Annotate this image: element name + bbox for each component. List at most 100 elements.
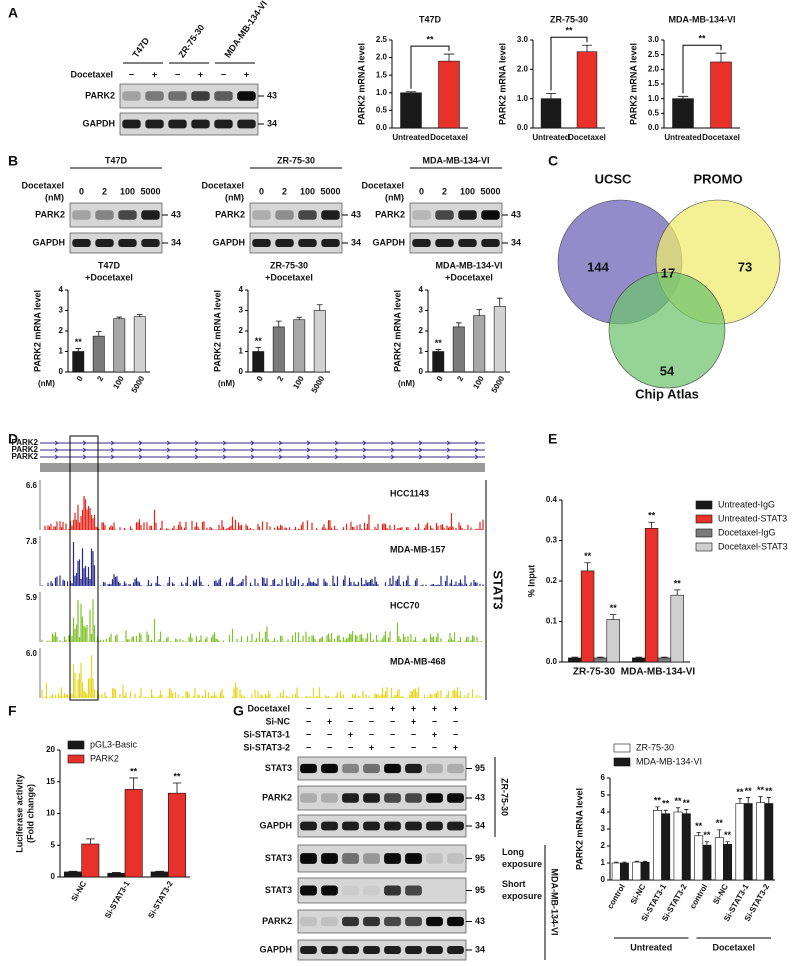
y-tick-label: 3.0 xyxy=(648,35,660,44)
row-label: GAPDH xyxy=(82,118,115,128)
gene-arrow xyxy=(110,447,115,453)
y-tick-label: 4 xyxy=(59,285,64,294)
blot-band xyxy=(412,239,431,247)
gene-arrow xyxy=(278,454,283,460)
error-bar xyxy=(435,349,442,352)
gene-label: PARK2 xyxy=(11,445,38,454)
sign: + xyxy=(453,703,458,713)
y-tick-label: 2 xyxy=(601,841,606,850)
size-label: 43 xyxy=(511,209,521,219)
blot-band xyxy=(363,946,380,954)
error-bar xyxy=(614,861,619,863)
dose: 0 xyxy=(259,186,264,196)
bar xyxy=(438,60,460,129)
treatment-label: (nM) xyxy=(225,192,244,202)
bar xyxy=(272,326,285,373)
error-bar xyxy=(496,297,503,307)
blot-band xyxy=(405,793,422,803)
venn-set-label: UCSC xyxy=(595,171,632,186)
blot-band xyxy=(384,821,401,831)
sign: − xyxy=(327,742,332,752)
sign: − xyxy=(306,742,311,752)
error-bar xyxy=(275,320,282,327)
row-label: STAT3 xyxy=(265,763,292,773)
bar xyxy=(670,594,684,663)
y-tick-label: 1.0 xyxy=(648,94,660,103)
treatment-label: Si-STAT3-2 xyxy=(243,742,290,752)
bar xyxy=(593,657,608,663)
error-bar xyxy=(296,316,303,320)
significance: ** xyxy=(675,796,683,806)
panel-label: C xyxy=(548,153,558,169)
gene-arrow xyxy=(222,454,227,460)
y-tick-label: 3 xyxy=(601,824,606,833)
sign: + xyxy=(369,742,374,752)
blot-band xyxy=(298,210,317,220)
sign: + xyxy=(453,742,458,752)
x-tick-label: 100 xyxy=(111,374,126,391)
error-bar xyxy=(584,562,591,571)
panel-label: B xyxy=(8,153,18,169)
dose: 100 xyxy=(460,186,475,196)
gene-arrow xyxy=(54,440,59,446)
blot-band xyxy=(168,119,187,129)
error-bar xyxy=(86,838,95,844)
y-tick-label: 1.5 xyxy=(376,70,388,79)
error-bar xyxy=(476,309,483,316)
x-tick-label: 5000 xyxy=(130,374,147,394)
legend-swatch xyxy=(695,542,713,552)
dose: 2 xyxy=(442,186,447,196)
panel-label: E xyxy=(548,431,557,447)
row-label: GAPDH xyxy=(259,820,292,830)
error-bar xyxy=(684,809,689,814)
x-tick-label: control xyxy=(606,883,627,911)
size-label: 34 xyxy=(475,820,485,830)
bar xyxy=(620,862,629,881)
treatment-label: Docetaxel xyxy=(21,180,64,190)
error-bar xyxy=(661,656,668,658)
y-axis-label: PARK2 mRNA level xyxy=(574,788,584,870)
blot-band xyxy=(95,210,114,220)
size-label: 43 xyxy=(351,209,361,219)
x-tick-label: Si-NC xyxy=(70,879,89,903)
x-tick-label: 2 xyxy=(275,374,285,383)
size-label: 43 xyxy=(475,916,485,926)
cell-line: ZR-75-30 xyxy=(176,23,206,60)
row-note: Long xyxy=(502,847,524,857)
error-bar xyxy=(68,870,78,872)
blot-band xyxy=(481,239,500,247)
bar xyxy=(714,837,724,881)
blot-band xyxy=(237,119,256,129)
gene-arrow xyxy=(390,440,395,446)
significance: ** xyxy=(255,336,263,346)
gene-arrow xyxy=(194,440,199,446)
y-tick-label: 0 xyxy=(239,367,244,376)
error-bar xyxy=(635,656,642,658)
significance: ** xyxy=(674,578,682,588)
error-bar xyxy=(455,322,462,327)
gene-arrow xyxy=(278,440,283,446)
treatment-label: (nM) xyxy=(385,192,404,202)
significance: ** xyxy=(173,771,181,781)
bar xyxy=(673,811,683,881)
dose: 0 xyxy=(79,186,84,196)
sign: − xyxy=(390,729,395,739)
y-tick-label: 0.5 xyxy=(648,108,660,117)
gene-arrow xyxy=(418,440,423,446)
y-tick-label: 1.5 xyxy=(648,79,660,88)
blot-band xyxy=(384,763,401,774)
bar xyxy=(764,803,774,881)
y-tick-label: 0 xyxy=(59,367,64,376)
significance-bracket xyxy=(682,44,722,94)
bar xyxy=(611,862,621,881)
legend-swatch xyxy=(67,754,85,764)
gene-arrow xyxy=(278,447,283,453)
dose: 5000 xyxy=(480,186,500,196)
row-label: GAPDH xyxy=(212,237,245,247)
blot-band xyxy=(122,119,141,129)
gene-arrow xyxy=(110,454,115,460)
dose: 2 xyxy=(102,186,107,196)
bar xyxy=(743,803,753,881)
row-label: STAT3 xyxy=(265,885,292,895)
sign: − xyxy=(221,69,226,79)
